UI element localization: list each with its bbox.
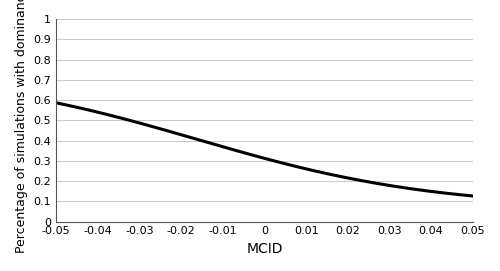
Y-axis label: Percentage of simulations with dominance: Percentage of simulations with dominance (15, 0, 28, 253)
X-axis label: MCID: MCID (246, 242, 282, 256)
